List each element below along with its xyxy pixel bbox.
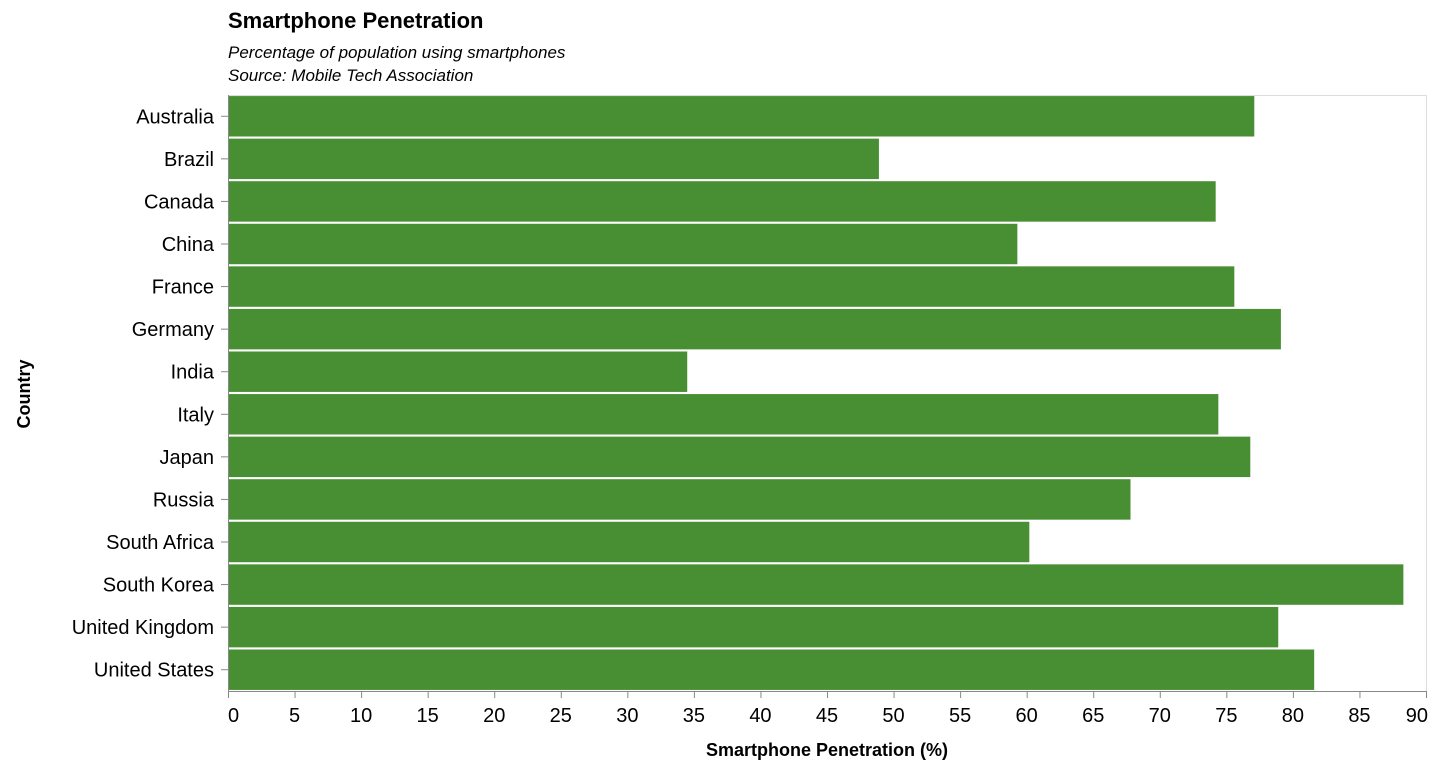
- y-axis-title: Country: [14, 360, 34, 429]
- bar: [228, 606, 1279, 648]
- bar: [228, 564, 1404, 605]
- x-tick-label: 45: [816, 705, 838, 727]
- y-axis: Australia Brazil Canada China France Germany I…: [72, 95, 229, 691]
- bar: [228, 479, 1131, 520]
- bar: [228, 223, 1018, 265]
- bar: [228, 351, 688, 392]
- x-tick-label: 20: [483, 705, 505, 727]
- y-tick-label: Germany: [132, 319, 214, 341]
- x-tick-label: 70: [1149, 705, 1171, 727]
- bars-layer: [228, 96, 1404, 690]
- x-tick-label: 75: [1215, 705, 1237, 727]
- chart-subtitle: Percentage of population using smartphon…: [228, 43, 566, 62]
- x-axis: 0 5 10 15 20 25 30 35 40 45 50 55 60 65 70 75 80 85 90: [228, 691, 1428, 727]
- y-tick-label: South Korea: [103, 575, 215, 597]
- bar: [228, 181, 1216, 222]
- x-tick-label: 90: [1406, 705, 1428, 727]
- bar: [228, 649, 1315, 690]
- x-tick-label: 15: [417, 705, 439, 727]
- bar: [228, 96, 1255, 137]
- y-tick-label: Japan: [160, 447, 215, 469]
- y-tick-label: France: [152, 277, 214, 299]
- x-tick-label: 55: [949, 705, 971, 727]
- y-tick-label: India: [171, 362, 215, 384]
- x-tick-label: 5: [289, 705, 300, 727]
- y-tick-label: United Kingdom: [72, 617, 214, 639]
- y-tick-label: Italy: [177, 404, 214, 426]
- bar: [228, 138, 879, 180]
- y-tick-label: Australia: [136, 106, 215, 128]
- x-tick-label: 80: [1282, 705, 1304, 727]
- x-tick-label: 30: [616, 705, 638, 727]
- x-tick-label: 50: [882, 705, 904, 727]
- x-tick-label: 35: [683, 705, 705, 727]
- bar: [228, 266, 1235, 307]
- bar: [228, 436, 1251, 478]
- y-tick-label: Canada: [144, 191, 215, 213]
- y-tick-label: United States: [94, 660, 214, 682]
- bar: [228, 308, 1281, 350]
- x-tick-label: 40: [749, 705, 771, 727]
- y-tick-label: South Africa: [106, 532, 215, 554]
- x-axis-title: Smartphone Penetration (%): [706, 740, 948, 760]
- chart-source-note: Source: Mobile Tech Association: [228, 66, 473, 85]
- x-tick-label: 65: [1082, 705, 1104, 727]
- y-tick-label: China: [162, 234, 215, 256]
- chart-title: Smartphone Penetration: [228, 8, 483, 33]
- y-tick-label: Brazil: [164, 149, 214, 171]
- x-tick-label: 0: [228, 705, 239, 727]
- bar: [228, 394, 1219, 435]
- bar: [228, 521, 1030, 563]
- x-tick-label: 85: [1348, 705, 1370, 727]
- x-tick-label: 10: [350, 705, 372, 727]
- x-tick-label: 60: [1016, 705, 1038, 727]
- y-tick-label: Russia: [153, 489, 215, 511]
- x-tick-label: 25: [550, 705, 572, 727]
